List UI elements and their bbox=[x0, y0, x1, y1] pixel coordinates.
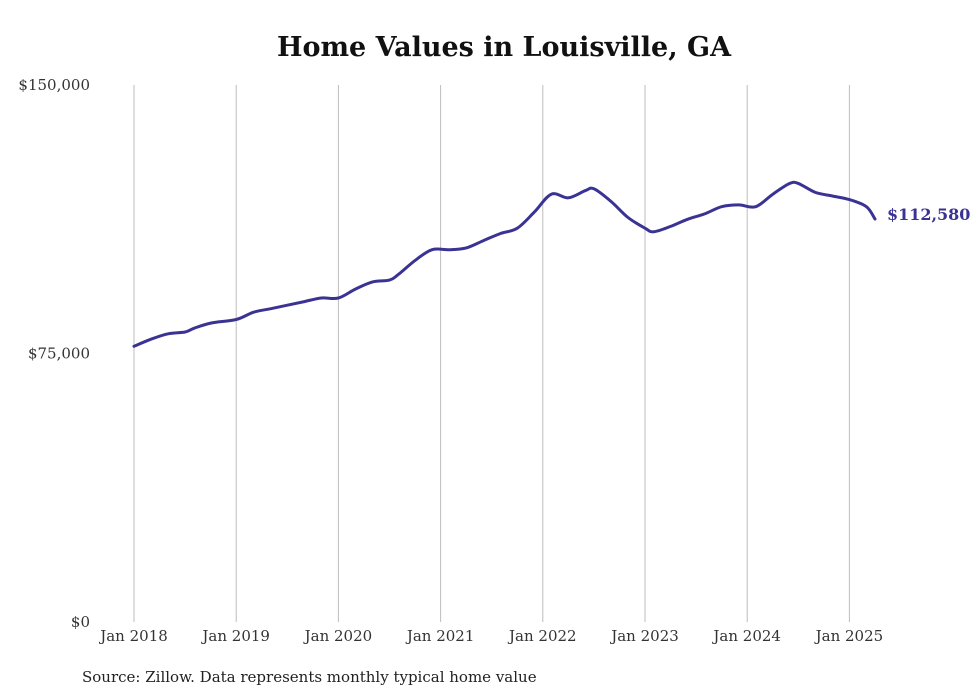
y-tick-label: $150,000 bbox=[18, 76, 90, 94]
series-line bbox=[132, 180, 877, 348]
x-tick-label: Jan 2022 bbox=[507, 627, 577, 645]
x-tick-label: Jan 2018 bbox=[98, 627, 168, 645]
source-note: Source: Zillow. Data represents monthly … bbox=[82, 668, 537, 686]
x-axis-ticks: Jan 2018 Jan 2019 Jan 2020 Jan 2021 Jan 2022… bbox=[98, 627, 883, 645]
x-tick-label: Jan 2020 bbox=[303, 627, 373, 645]
x-tick-label: Jan 2023 bbox=[609, 627, 679, 645]
x-tick-label: Jan 2025 bbox=[814, 627, 884, 645]
x-tick-label: Jan 2019 bbox=[200, 627, 270, 645]
y-tick-label: $75,000 bbox=[28, 345, 90, 363]
annotations: $112,580 bbox=[887, 205, 971, 224]
y-tick-label: $0 bbox=[71, 613, 90, 631]
x-tick-label: Jan 2024 bbox=[711, 627, 781, 645]
y-axis-ticks: $0 $75,000 $150,000 bbox=[18, 76, 90, 631]
series-layer bbox=[132, 180, 877, 348]
end-value-label: $112,580 bbox=[887, 205, 971, 224]
gridlines bbox=[133, 85, 850, 622]
chart-title: Home Values in Louisville, GA bbox=[276, 32, 732, 63]
x-tick-label: Jan 2021 bbox=[405, 627, 475, 645]
